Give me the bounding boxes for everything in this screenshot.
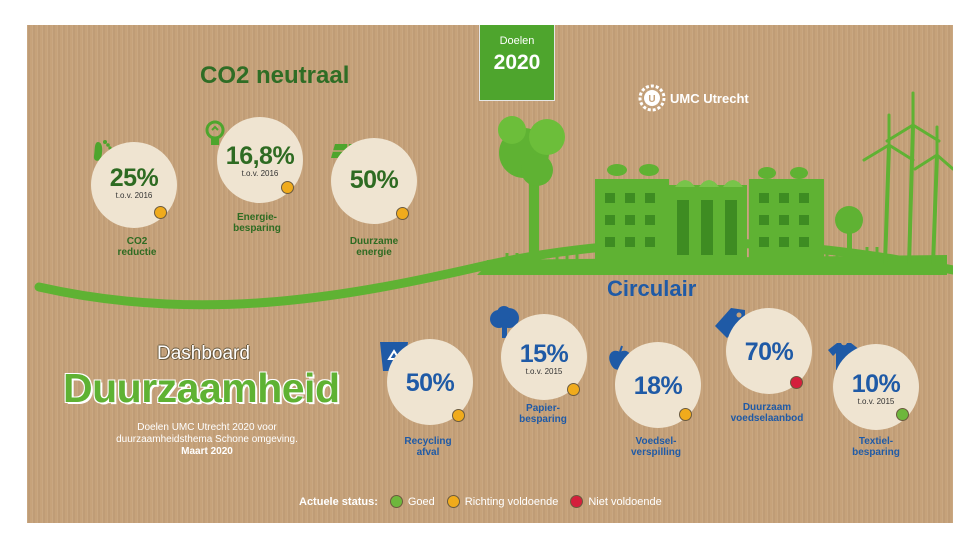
food-waste-value: 18% xyxy=(633,372,683,400)
paper-saving-value: 15% xyxy=(519,340,569,368)
paper-saving-sub: t.o.v. 2015 xyxy=(525,367,563,376)
dashboard-description: Doelen UMC Utrecht 2020 voor duurzaamhei… xyxy=(97,422,317,458)
circular-section-title: Circulair xyxy=(607,276,697,301)
co2-reduction-label: CO2 reductie xyxy=(117,236,157,258)
status-legend: Actuele status: Goed Richting voldoende … xyxy=(299,495,662,508)
description-line1: Doelen UMC Utrecht 2020 voor xyxy=(137,422,277,433)
badge-line1: Doelen xyxy=(499,35,535,47)
legend-good-label: Goed xyxy=(407,495,435,508)
legend-approaching-dot xyxy=(446,495,460,508)
recycling-label: Recycling afval xyxy=(404,436,452,458)
sustainable-food-status-dot xyxy=(790,376,803,389)
green-city-illustration xyxy=(477,91,953,275)
co2-reduction-status-dot xyxy=(154,206,167,219)
energy-saving-value: 16,8% xyxy=(225,142,295,170)
description-date: Maart 2020 xyxy=(181,446,233,457)
dashboard-subtitle: Dashboard xyxy=(157,343,250,364)
goals-badge: Doelen 2020 xyxy=(479,25,555,101)
paper-saving-circle: 15% t.o.v. 2015 xyxy=(501,314,587,400)
infographic-board: Doelen 2020 xyxy=(27,25,953,523)
legend-approaching-label: Richting voldoende xyxy=(464,495,559,508)
food-waste-label: Voedsel- verspilling xyxy=(630,436,681,458)
umc-logo: U UMC Utrecht xyxy=(638,84,749,112)
description-line2: duurzaamheidsthema Schone omgeving. xyxy=(116,434,298,445)
umc-logo-text: UMC Utrecht xyxy=(670,90,749,106)
sustainable-food-label: Duurzaam voedselaanbod xyxy=(730,402,804,424)
lightbulb-icon xyxy=(205,120,225,145)
sustainable-energy-label: Duurzame energie xyxy=(349,236,399,258)
energy-saving-status-dot xyxy=(281,181,294,194)
recycling-value: 50% xyxy=(405,369,455,397)
energy-saving-label: Energie- besparing xyxy=(233,212,281,234)
paper-saving-status-dot xyxy=(567,383,580,396)
textile-saving-value: 10% xyxy=(851,370,901,398)
textile-saving-sub: t.o.v. 2015 xyxy=(857,397,895,406)
badge-year: 2020 xyxy=(493,51,541,74)
energy-saving-sub: t.o.v. 2016 xyxy=(241,169,279,178)
umc-logo-icon: U xyxy=(638,84,666,112)
textile-saving-status-dot xyxy=(896,408,909,421)
sustainable-energy-value: 50% xyxy=(349,166,399,194)
food-waste-status-dot xyxy=(679,408,692,421)
sustainable-energy-status-dot xyxy=(396,207,409,220)
tag-icon xyxy=(715,308,745,338)
paper-saving-label: Papier- besparing xyxy=(519,403,567,425)
legend-good-dot xyxy=(389,495,403,508)
legend-insufficient-label: Niet voldoende xyxy=(588,495,662,508)
svg-text:U: U xyxy=(648,94,655,105)
legend-key: Actuele status: xyxy=(299,495,378,508)
tree-icon xyxy=(490,306,519,338)
co2-section-title: CO2 neutraal xyxy=(200,62,350,89)
co2-reduction-value: 25% xyxy=(109,164,159,192)
sustainable-food-value: 70% xyxy=(744,338,794,366)
recycling-status-dot xyxy=(452,409,465,422)
dashboard-title: Duurzaamheid xyxy=(63,365,340,411)
textile-saving-label: Textiel- besparing xyxy=(852,436,900,458)
legend-insufficient-dot xyxy=(570,495,584,508)
co2-reduction-sub: t.o.v. 2016 xyxy=(115,191,153,200)
